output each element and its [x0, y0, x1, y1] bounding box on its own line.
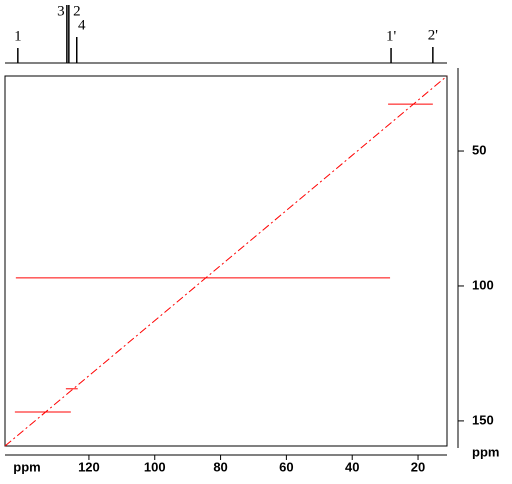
x-tick-label: 120 — [78, 459, 100, 474]
y-tick-label: 150 — [472, 412, 494, 427]
peak-label: 1 — [14, 28, 22, 44]
x-tick-label: 100 — [144, 459, 166, 474]
peak-label: 1' — [386, 28, 397, 44]
y-tick-label: 100 — [472, 277, 494, 292]
peak-label: 4 — [78, 17, 86, 33]
x-axis-label: ppm — [13, 459, 40, 474]
peak-label: 2' — [428, 27, 439, 43]
peak-label: 2 — [73, 3, 81, 19]
x-tick-label: 60 — [279, 459, 293, 474]
diagonal — [4, 75, 448, 447]
x-tick-label: 40 — [345, 459, 359, 474]
x-tick-label: 80 — [213, 459, 227, 474]
plot-frame — [4, 75, 448, 447]
peak-label: 3 — [57, 3, 65, 19]
y-tick-label: 50 — [472, 142, 486, 157]
x-tick-label: 20 — [411, 459, 425, 474]
y-axis-label: ppm — [472, 444, 499, 459]
